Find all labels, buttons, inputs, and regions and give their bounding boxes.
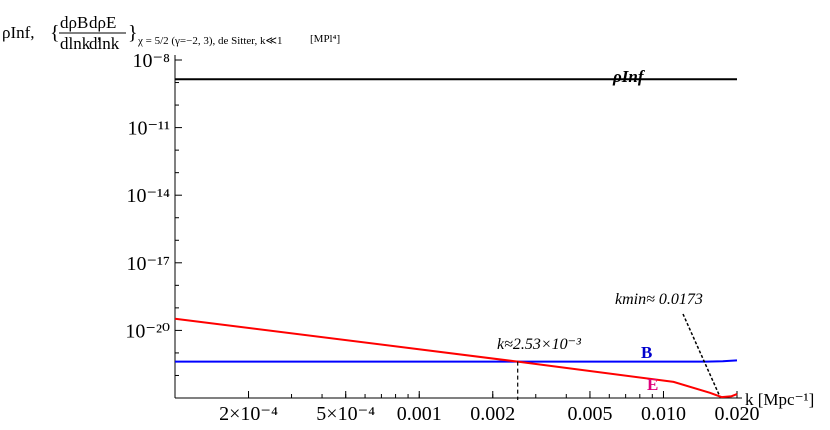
ylabel-frac2-den: dlnk [89,34,120,53]
y-tick-label: 10⁻²⁰ [125,320,170,342]
ylabel-subscript: χ = 5/2 (γ=−2, 3), de Sitter, k≪1 [137,35,283,47]
ylabel-comma: , [97,25,101,44]
y-tick-label: 10⁻¹⁷ [126,253,170,275]
ylabel-frac1-den: dlnk [60,34,91,53]
x-tick-label: 0.001 [397,403,442,425]
annotation-kmin-marker [682,313,721,397]
annotation-kmin-label: kmin≈ 0.0173 [615,291,703,308]
x-tick-label: 2×10⁻⁴ [219,403,278,425]
series-labels: ρInf BE [612,67,658,394]
series-label: E [647,375,658,394]
x-ticks: 2×10⁻⁴ 5×10⁻⁴ 0.001 0.002 0.005 0.010 0.020 [219,391,760,425]
x-tick-label: 0.002 [470,403,515,425]
y-axis-label: ρInf, { dρB dlnk , dρE dlnk } χ = 5/2 (γ… [2,13,340,53]
annotation-crossing-label: k≈2.53×10⁻³ [497,336,581,353]
y-tick-label: 10⁻¹⁴ [126,185,170,207]
ylabel-brace-close: } [128,22,138,44]
ylabel-rho-inf: ρInf, [2,23,35,42]
axes [174,55,742,399]
ylabel-brace-open: { [50,22,60,44]
y-ticks: 10⁻⁸ 10⁻¹¹ 10⁻¹⁴ 10⁻¹⁷ 10⁻²⁰ [125,50,182,399]
ylabel-units: [MPl⁴] [310,33,340,45]
series-lines [174,78,738,399]
series-line-b [175,359,738,363]
x-tick-label: 0.005 [567,403,612,425]
x-tick-label: 5×10⁻⁴ [316,403,375,425]
series-label: ρInf [612,67,646,86]
x-tick-label: 0.020 [715,403,760,425]
annotations: k≈2.53×10⁻³ kmin≈ 0.0173 [497,291,721,400]
y-tick-label: 10⁻⁸ [132,50,170,72]
ylabel-frac2-num: dρE [89,13,116,32]
x-tick-label: 0.010 [641,403,686,425]
ylabel-frac1-num: dρB [60,13,88,32]
series-label: B [641,343,652,362]
x-axis-label: k [Mpc⁻¹] [745,390,814,409]
y-tick-label: 10⁻¹¹ [127,118,170,140]
